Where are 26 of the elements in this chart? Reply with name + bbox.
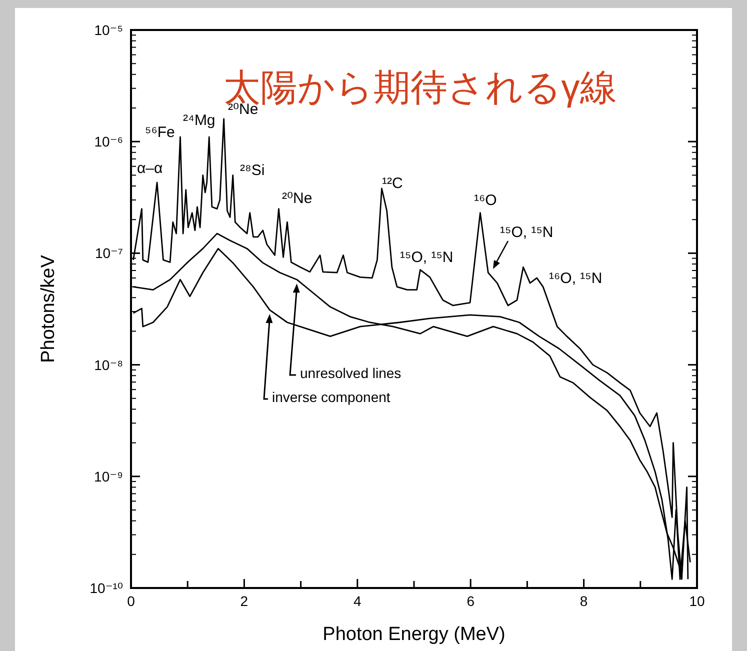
annotation: ¹⁶O, ¹⁵N: [549, 270, 602, 287]
annotation: ⁵⁶Fe: [145, 124, 175, 141]
y-tick-label: 10⁻⁶: [94, 134, 123, 150]
x-tick-label: 8: [580, 593, 588, 609]
annotation: ²⁴Mg: [183, 112, 216, 129]
y-tick-label: 10⁻⁹: [94, 468, 123, 484]
annotation: ¹²C: [382, 175, 403, 192]
y-tick-label: 10⁻⁸: [94, 356, 124, 373]
annotation: inverse component: [272, 389, 390, 405]
x-axis-title: Photon Energy (MeV): [322, 624, 506, 645]
annotation: unresolved lines: [300, 365, 402, 381]
x-tick-label: 2: [240, 593, 248, 609]
y-axis-title: Photons/keV: [38, 254, 59, 363]
x-tick-label: 4: [354, 593, 362, 609]
annotation: ¹⁵O, ¹⁵N: [400, 249, 454, 266]
x-tick-label: 6: [466, 593, 475, 609]
annotation: ²⁸Si: [240, 162, 265, 179]
annotation: ¹⁶O: [474, 192, 497, 209]
annotation: ²⁰Ne: [282, 190, 312, 207]
y-tick-label: 10⁻⁷: [94, 245, 123, 262]
x-tick-label: 10: [689, 593, 705, 609]
y-tick-label: 10⁻⁵: [94, 22, 123, 38]
y-tick-label: 10⁻¹⁰: [90, 580, 124, 596]
x-tick-label: 0: [127, 593, 136, 609]
annotation: ¹⁵O, ¹⁵N: [500, 224, 554, 241]
annotation: α–α: [137, 160, 163, 177]
